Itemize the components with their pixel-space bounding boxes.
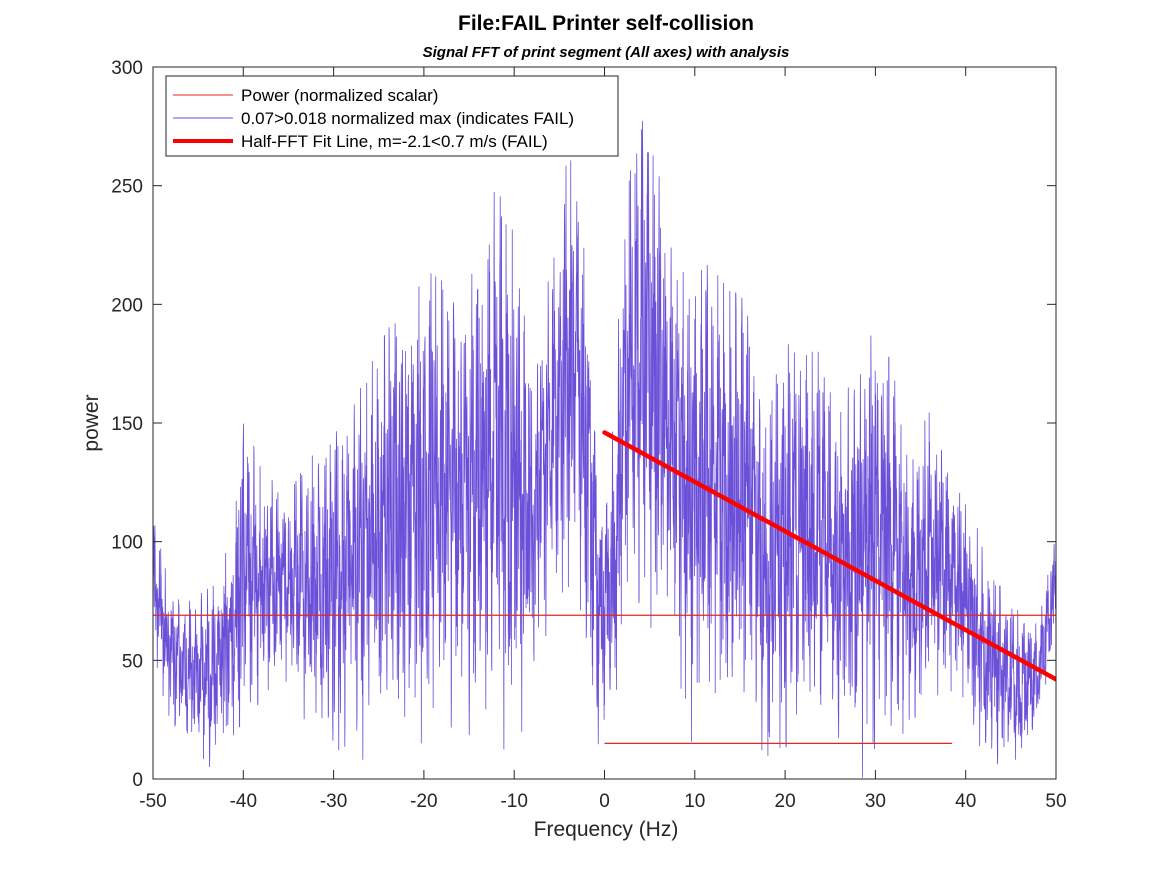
legend-box xyxy=(165,75,619,157)
axes: -50 -40 -30 -20 -10 0 10 20 30 40 50 0 50 100 150 200 25… xyxy=(111,58,1066,812)
y-tick-label: 200 xyxy=(111,295,143,316)
y-tick-label: 100 xyxy=(111,533,143,554)
fit-series-line xyxy=(602,430,1056,682)
plot-area xyxy=(153,120,1056,778)
y-tick-label: 250 xyxy=(111,177,143,198)
legend-label-power: Power (normalized scalar) xyxy=(241,86,438,105)
x-tick-label: 0 xyxy=(599,791,610,812)
legend-label-fit-line: Half-FFT Fit Line, m=-2.1<0.7 m/s (FAIL) xyxy=(241,132,548,151)
spectrum-series-line xyxy=(153,120,1056,778)
y-tick-label: 300 xyxy=(111,58,143,79)
chart-subtitle: Signal FFT of print segment (All axes) w… xyxy=(423,44,790,61)
x-tick-label: 20 xyxy=(775,791,796,812)
x-tick-label: -50 xyxy=(139,791,166,812)
y-tick-label: 50 xyxy=(122,651,143,672)
x-tick-label: -40 xyxy=(230,791,257,812)
x-tick-label: -30 xyxy=(320,791,347,812)
chart-title: File:FAIL Printer self-collision xyxy=(458,12,754,35)
x-tick-label: -20 xyxy=(410,791,437,812)
x-tick-label: -10 xyxy=(500,791,527,812)
y-axis-label: power xyxy=(80,394,103,451)
x-tick-label: 50 xyxy=(1045,791,1066,812)
y-tick-label: 0 xyxy=(132,770,143,791)
x-tick-label: 30 xyxy=(865,791,886,812)
x-tick-label: 10 xyxy=(684,791,705,812)
legend: Power (normalized scalar) 0.07>0.018 nor… xyxy=(165,75,619,157)
legend-label-spectrum: 0.07>0.018 normalized max (indicates FAI… xyxy=(241,109,574,128)
y-tick-label: 150 xyxy=(111,414,143,435)
x-axis-label: Frequency (Hz) xyxy=(534,818,679,841)
x-tick-label: 40 xyxy=(955,791,976,812)
